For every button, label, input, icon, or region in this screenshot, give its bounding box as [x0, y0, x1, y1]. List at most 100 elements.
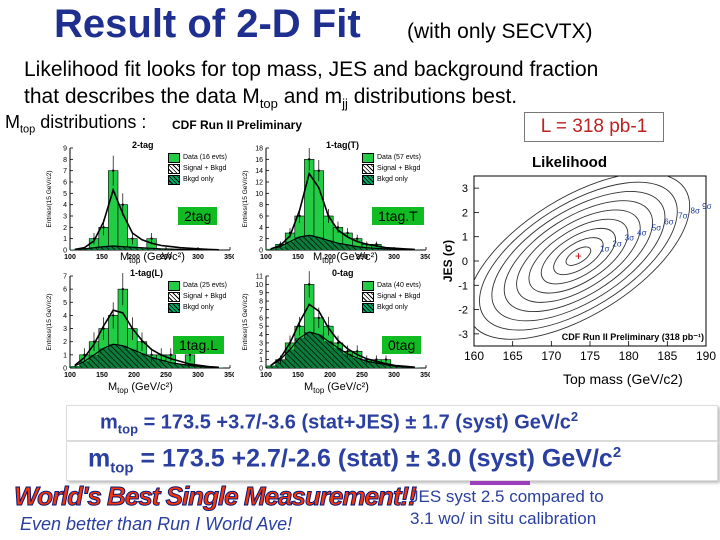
x-tick-label: 100: [260, 372, 272, 379]
likelihood-x-axis-label: Top mass (GeV/c2): [563, 371, 683, 387]
bkgd-bar: [323, 240, 334, 250]
jes-syst-note: JES syst 2.5 compared to 3.1 wo/ in situ…: [410, 486, 604, 530]
bkgd-bar: [362, 247, 372, 250]
x-tick-label: 350: [420, 254, 430, 261]
bkgd-bar: [333, 243, 343, 250]
x-tick-label: 350: [224, 372, 234, 379]
y-tick-label: 9: [63, 146, 67, 153]
bkgd-swatch: [362, 174, 374, 185]
y-tick-label: 3: [462, 183, 468, 195]
data-point: [112, 314, 115, 317]
x-tick-label: 175: [580, 349, 600, 363]
y-tick-label: 3: [63, 326, 67, 333]
data-point: [92, 237, 96, 240]
y-tick-label: 1: [63, 352, 67, 359]
tag-label: 1tag.T: [372, 207, 424, 225]
histogram-panel-0tag: 0-tag 0 1 2 3 4 5 6 7 8 9 10 11 100 150 200 250 300 350 En…: [240, 268, 430, 380]
bkgd-bar: [137, 353, 147, 368]
x-tick-label: 170: [541, 349, 561, 363]
contour-9sigma: [474, 176, 691, 340]
y-tick-label: 6: [259, 315, 263, 322]
data-point: [288, 341, 292, 345]
data-point: [298, 324, 301, 328]
y-tick-label: -3: [458, 329, 468, 341]
legend-row-bkgd: Bkgd only: [362, 302, 422, 313]
panel-title: 1-tag(T): [326, 140, 359, 150]
signal-plus-bkgd-curve: [270, 171, 415, 251]
bkgd-bar: [285, 241, 295, 250]
histogram-2tag: 0 1 2 3 4 5 6 7 8 9 100 150 200 250 300 350 Entries/(15 …: [46, 146, 234, 262]
x-axis-label: Mtop (GeV/c²): [120, 251, 185, 265]
legend-label: Data (16 evts): [183, 154, 227, 161]
y-tick-label: 11: [256, 274, 263, 281]
bkgd-bar: [362, 361, 372, 368]
legend-label: Signal + Bkgd: [183, 293, 227, 300]
bkgd-bar: [352, 357, 362, 368]
bkgd-swatch: [362, 302, 374, 313]
contour-label: 4σ: [637, 229, 646, 238]
bkgd-swatch: [168, 302, 180, 313]
mtop-dist-post: distributions :: [35, 112, 147, 132]
signal-plus-bkgd-curve: [74, 309, 219, 369]
bkgd-bar: [390, 366, 401, 368]
bkgd-bar: [98, 348, 109, 368]
bkgd-bar: [381, 364, 391, 368]
y-tick-label: 4: [259, 332, 263, 339]
tag-label: 0tag: [382, 336, 422, 354]
xlabel-sub: top: [117, 386, 129, 396]
histogram-panel-2tag: 2-tag 0 1 2 3 4 5 6 7 8 9 100 150 200 250 300 350 Entrie…: [44, 140, 234, 262]
y-tick-label: 2: [63, 225, 67, 232]
bkgd-bar: [70, 249, 80, 250]
panel-title: 2-tag: [132, 140, 154, 150]
res1-sub: top: [117, 421, 139, 437]
bkgd-only-curve: [74, 343, 219, 369]
legend-label: Signal + Bkgd: [377, 165, 421, 172]
legend-row-bkgd: Bkgd only: [168, 302, 228, 313]
bkgd-bar: [342, 244, 353, 250]
data-point: [160, 353, 163, 357]
data-point: [336, 226, 340, 229]
legend: Data (16 evts) Signal + Bkgd Bkgd only: [168, 152, 228, 185]
luminosity-box: L = 318 pb-1: [524, 112, 664, 142]
x-tick-label: 300: [192, 372, 204, 379]
res1-sup: 2: [570, 409, 579, 424]
x-tick-label: 165: [503, 349, 523, 363]
intro-line2-sub2: jj: [342, 96, 348, 112]
bkgd-bar: [70, 366, 80, 368]
mtop-dist-pre: M: [5, 112, 20, 132]
legend-row-signal: Signal + Bkgd: [362, 291, 422, 302]
y-tick-label: 3: [63, 214, 67, 221]
bkgd-bar: [127, 349, 138, 368]
res2-sub: top: [110, 459, 134, 477]
data-point: [131, 237, 134, 240]
contour-label: 8σ: [691, 207, 700, 216]
x-tick-label: 185: [657, 349, 677, 363]
bkgd-only-curve: [74, 245, 219, 251]
plot-frame: [473, 175, 707, 347]
data-point: [188, 353, 192, 357]
bkgd-bar: [146, 357, 157, 368]
legend-row-data: Data (40 evts): [362, 280, 422, 291]
histogram-1tagT: 0 2 4 6 8 10 12 14 16 18 100 150 200 250 300 350 Entries…: [242, 146, 430, 262]
intro-line2-mid: and m: [277, 85, 343, 108]
x-tick-label: 160: [464, 349, 484, 363]
contour-4sigma: [528, 218, 629, 294]
data-swatch: [168, 280, 180, 291]
data-point: [112, 169, 115, 172]
cdf-preliminary-label: CDF Run II Preliminary: [172, 118, 303, 132]
y-tick-label: 8: [63, 157, 67, 164]
bkgd-bar: [137, 247, 147, 250]
bkgd-bar: [98, 246, 109, 250]
jes-syst-line-2: 3.1 wo/ in situ calibration: [410, 509, 597, 528]
likelihood-contour-plot: -3 -2 -1 0 1 2 3 160 165 170 175 180 185 190 JES (σ) 1σ…: [441, 175, 716, 363]
contour-label: 6σ: [664, 218, 673, 227]
result-stat-jes: mtop = 173.5 +3.7/-3.6 (stat+JES) ± 1.7 …: [100, 409, 578, 437]
data-point: [298, 214, 301, 218]
data-point: [150, 353, 153, 357]
xlabel-post: (GeV/c²): [333, 251, 378, 263]
contour-label: 5σ: [652, 224, 661, 233]
result-stat: mtop = 173.5 +2.7/-2.6 (stat) ± 3.0 (sys…: [88, 444, 621, 476]
intro-line2-sub1: top: [259, 96, 278, 112]
contour-3sigma: [540, 227, 616, 285]
x-tick-label: 250: [356, 372, 368, 379]
